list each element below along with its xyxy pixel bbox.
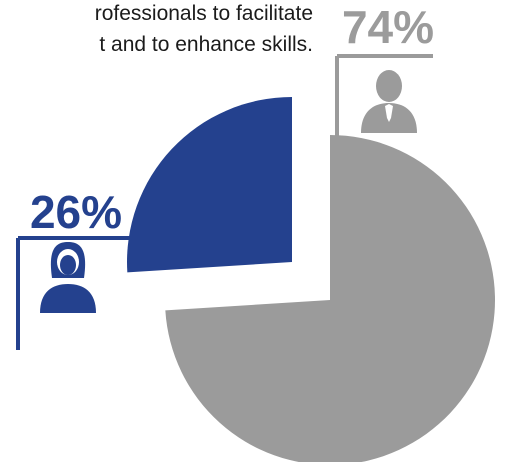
data-label-male: 74% <box>342 1 434 53</box>
pie-slice-female <box>127 97 292 273</box>
pie-slice-male <box>165 135 495 462</box>
callout-frame-female <box>16 236 131 350</box>
caption-text: rofessionals to facilitate t and to enha… <box>0 0 313 70</box>
caption-line-1: rofessionals to facilitate <box>94 2 313 25</box>
caption-line-2: t and to enhance skills. <box>99 33 313 56</box>
data-label-female: 26% <box>30 186 122 238</box>
man-icon <box>361 70 417 133</box>
woman-icon <box>40 242 96 313</box>
callout-frame-male <box>335 54 433 138</box>
